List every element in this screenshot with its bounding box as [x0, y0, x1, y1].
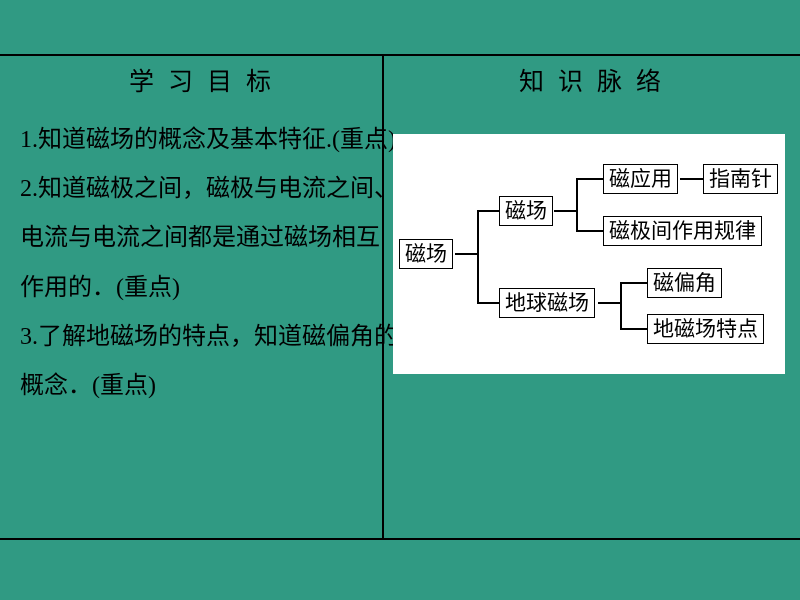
- objective-line: 3.了解地磁场的特点，知道磁偏角的: [20, 313, 380, 362]
- diagram-edge: [680, 178, 703, 180]
- diagram-column: 知识脉络 磁场磁场地球磁场磁应用指南针磁极间作用规律磁偏角地磁场特点: [395, 62, 785, 374]
- objective-line: 2.知道磁极之间，磁极与电流之间、: [20, 165, 380, 214]
- diagram-node-n2a: 磁偏角: [647, 268, 722, 298]
- diagram-node-n2: 地球磁场: [499, 288, 595, 318]
- objective-line: 概念．(重点): [20, 362, 380, 411]
- diagram-edge: [477, 302, 499, 304]
- diagram-edge: [620, 282, 647, 284]
- diagram-edge: [554, 210, 576, 212]
- diagram-edge: [620, 282, 622, 329]
- diagram-node-n1a2: 指南针: [703, 164, 778, 194]
- diagram-edge: [477, 210, 479, 303]
- diagram-header: 知识脉络: [395, 62, 785, 98]
- diagram-node-root: 磁场: [399, 239, 453, 269]
- diagram-edge: [576, 178, 578, 231]
- objective-line: 作用的．(重点): [20, 264, 380, 313]
- diagram-edge: [576, 230, 603, 232]
- diagram-node-n1: 磁场: [499, 196, 553, 226]
- diagram-edge: [620, 328, 647, 330]
- rule-bottom: [0, 538, 800, 540]
- objective-line: 电流与电流之间都是通过磁场相互: [20, 214, 380, 263]
- diagram-edge: [477, 210, 499, 212]
- rule-top: [0, 54, 800, 56]
- diagram-node-n1b: 磁极间作用规律: [603, 216, 762, 246]
- objectives-header: 学习目标: [20, 62, 380, 98]
- concept-diagram: 磁场磁场地球磁场磁应用指南针磁极间作用规律磁偏角地磁场特点: [393, 134, 785, 374]
- objectives-column: 学习目标 1.知道磁场的概念及基本特征.(重点) 2.知道磁极之间，磁极与电流之…: [20, 62, 380, 411]
- diagram-edge: [576, 178, 603, 180]
- diagram-node-n1a: 磁应用: [603, 164, 678, 194]
- diagram-edge: [455, 253, 477, 255]
- page-container: 学习目标 1.知道磁场的概念及基本特征.(重点) 2.知道磁极之间，磁极与电流之…: [0, 0, 800, 600]
- diagram-node-n2b: 地磁场特点: [647, 314, 764, 344]
- objective-line: 1.知道磁场的概念及基本特征.(重点): [20, 116, 380, 165]
- diagram-edge: [598, 302, 620, 304]
